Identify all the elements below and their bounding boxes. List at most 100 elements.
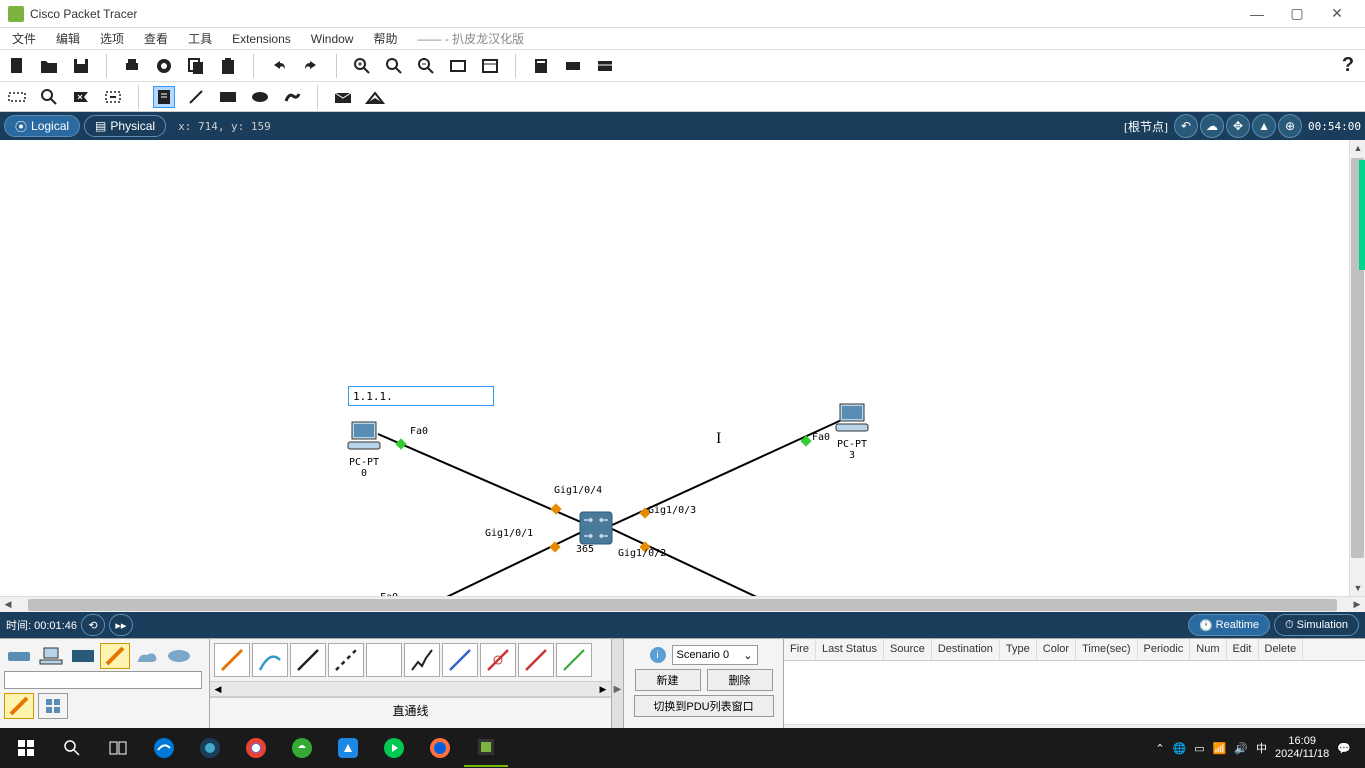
device-search-input[interactable] xyxy=(4,671,202,689)
end-devices-category[interactable] xyxy=(36,643,66,669)
line-tool-icon[interactable] xyxy=(185,86,207,108)
power-cycle-button[interactable]: ⟲ xyxy=(81,614,105,636)
redo-icon[interactable] xyxy=(300,55,322,77)
search-button[interactable] xyxy=(50,729,94,767)
maximize-button[interactable]: ▢ xyxy=(1277,2,1317,26)
menu-extensions[interactable]: Extensions xyxy=(226,30,297,48)
connection-scroll[interactable]: ◀ ▶ xyxy=(210,681,611,697)
menu-tools[interactable]: 工具 xyxy=(182,28,218,49)
coaxial-connection[interactable] xyxy=(442,643,478,677)
app-icon-3[interactable] xyxy=(326,729,370,767)
app-icon-1[interactable] xyxy=(188,729,232,767)
back-icon[interactable]: ↶ xyxy=(1174,114,1198,138)
fiber-connection[interactable] xyxy=(366,643,402,677)
template-icon-1[interactable] xyxy=(530,55,552,77)
inspect-tool-icon[interactable] xyxy=(38,86,60,108)
grid-view-toggle[interactable] xyxy=(38,693,68,719)
packet-tracer-app-icon[interactable] xyxy=(464,729,508,767)
tray-chevron-icon[interactable]: ⌃ xyxy=(1155,742,1164,755)
tray-wifi-icon[interactable]: 📶 xyxy=(1213,742,1227,755)
place-note-icon[interactable] xyxy=(153,86,175,108)
phone-connection[interactable] xyxy=(404,643,440,677)
complex-pdu-icon[interactable] xyxy=(364,86,386,108)
realtime-mode-button[interactable]: 🕐Realtime xyxy=(1188,614,1270,636)
notification-center-icon[interactable]: 💬 xyxy=(1337,742,1351,755)
help-icon[interactable]: ? xyxy=(1337,55,1359,77)
app-icon-2[interactable] xyxy=(280,729,324,767)
taskbar-clock[interactable]: 16:09 2024/11/18 xyxy=(1275,735,1329,761)
new-file-icon[interactable] xyxy=(6,55,28,77)
app-icon-4[interactable] xyxy=(372,729,416,767)
select-tool-icon[interactable] xyxy=(6,86,28,108)
network-devices-category[interactable] xyxy=(4,643,34,669)
tray-battery-icon[interactable]: ▭ xyxy=(1194,742,1204,755)
connections-category[interactable] xyxy=(100,643,130,669)
serial-dce-connection[interactable] xyxy=(480,643,516,677)
console-connection[interactable] xyxy=(252,643,288,677)
serial-dte-connection[interactable] xyxy=(518,643,554,677)
connections-subcategory[interactable] xyxy=(4,693,34,719)
template-icon-3[interactable] xyxy=(594,55,616,77)
open-folder-icon[interactable] xyxy=(38,55,60,77)
menu-view[interactable]: 查看 xyxy=(138,28,174,49)
annotation-input[interactable] xyxy=(348,386,494,406)
cluster-icon[interactable]: ☁ xyxy=(1200,114,1224,138)
save-icon[interactable] xyxy=(70,55,92,77)
tray-volume-icon[interactable]: 🔊 xyxy=(1234,742,1248,755)
freeform-tool-icon[interactable] xyxy=(281,86,303,108)
toggle-pdu-list-button[interactable]: 切换到PDU列表窗口 xyxy=(634,695,774,717)
move-icon[interactable]: ✥ xyxy=(1226,114,1250,138)
delete-tool-icon[interactable] xyxy=(70,86,92,108)
menu-file[interactable]: 文件 xyxy=(6,28,42,49)
viewport-icon[interactable]: ⊕ xyxy=(1278,114,1302,138)
tray-ime-label[interactable]: 中 xyxy=(1256,740,1267,756)
device-pc3[interactable]: PC-PT 3 xyxy=(828,402,876,461)
drawing-palette-icon[interactable] xyxy=(447,55,469,77)
chrome-app-icon[interactable] xyxy=(234,729,278,767)
fast-forward-button[interactable]: ▸▸ xyxy=(109,614,133,636)
firefox-app-icon[interactable] xyxy=(418,729,462,767)
scenario-new-button[interactable]: 新建 xyxy=(635,669,701,691)
close-button[interactable]: ✕ xyxy=(1317,2,1357,26)
resize-tool-icon[interactable] xyxy=(102,86,124,108)
panel-expand-handle[interactable]: ▶ xyxy=(612,639,624,740)
menu-help[interactable]: 帮助 xyxy=(367,28,403,49)
start-button[interactable] xyxy=(4,729,48,767)
menu-options[interactable]: 选项 xyxy=(94,28,130,49)
straight-connection[interactable] xyxy=(290,643,326,677)
device-switch[interactable]: 365 xyxy=(578,510,614,551)
octal-connection[interactable] xyxy=(556,643,592,677)
activity-wizard-icon[interactable] xyxy=(153,55,175,77)
physical-view-button[interactable]: ▤Physical xyxy=(84,115,166,137)
ellipse-tool-icon[interactable] xyxy=(249,86,271,108)
template-icon-2[interactable] xyxy=(562,55,584,77)
task-view-button[interactable] xyxy=(96,729,140,767)
workspace-canvas[interactable]: Fa0 Fa0 Fa0 Fa0 Gig1/0/4 Gig1/0/1 Gig1/0… xyxy=(0,140,1365,596)
zoom-out-icon[interactable] xyxy=(415,55,437,77)
scenario-select[interactable]: Scenario 0⌄ xyxy=(672,645,758,665)
background-icon[interactable]: ▲ xyxy=(1252,114,1276,138)
print-icon[interactable] xyxy=(121,55,143,77)
minimize-button[interactable]: — xyxy=(1237,2,1277,26)
menu-edit[interactable]: 编辑 xyxy=(50,28,86,49)
paste-icon[interactable] xyxy=(217,55,239,77)
custom-devices-icon[interactable] xyxy=(479,55,501,77)
edge-app-icon[interactable] xyxy=(142,729,186,767)
zoom-in-icon[interactable] xyxy=(351,55,373,77)
horizontal-scrollbar[interactable]: ◀ ▶ xyxy=(0,596,1365,612)
menu-window[interactable]: Window xyxy=(305,30,360,48)
undo-icon[interactable] xyxy=(268,55,290,77)
device-pc0[interactable]: PC-PT 0 xyxy=(340,420,388,479)
simple-pdu-icon[interactable] xyxy=(332,86,354,108)
root-node-label[interactable]: [根节点] xyxy=(1124,118,1168,135)
misc-category[interactable] xyxy=(132,643,162,669)
simulation-mode-button[interactable]: ⏱Simulation xyxy=(1274,614,1359,636)
crossover-connection[interactable] xyxy=(328,643,364,677)
components-category[interactable] xyxy=(68,643,98,669)
scenario-info-icon[interactable]: i xyxy=(650,647,666,663)
rectangle-tool-icon[interactable] xyxy=(217,86,239,108)
zoom-reset-icon[interactable] xyxy=(383,55,405,77)
copy-icon[interactable] xyxy=(185,55,207,77)
tray-network-icon[interactable]: 🌐 xyxy=(1173,742,1187,755)
scenario-delete-button[interactable]: 删除 xyxy=(707,669,773,691)
